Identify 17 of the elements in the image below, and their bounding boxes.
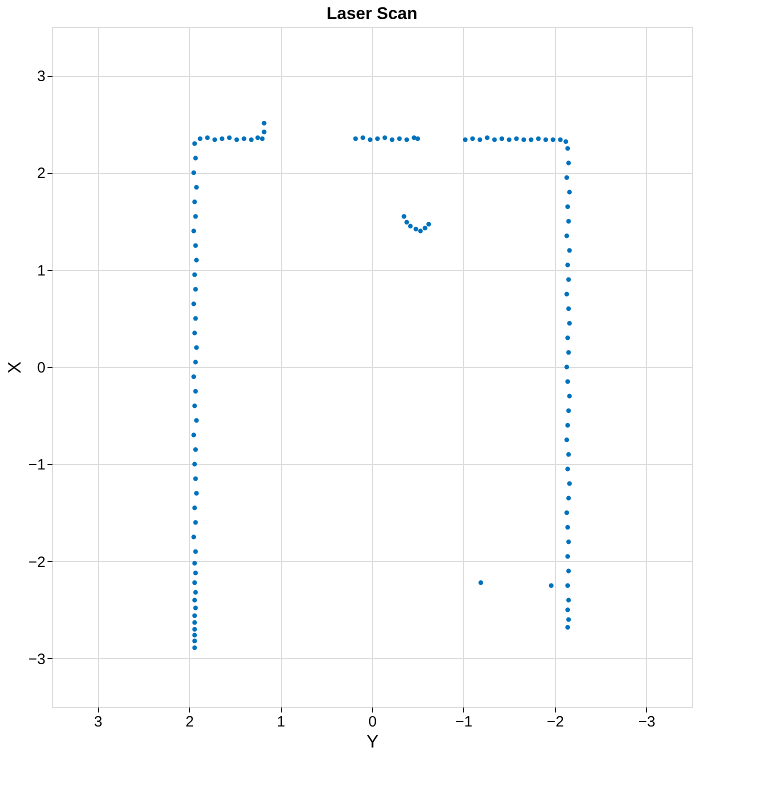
x-tick-label: −3 <box>638 714 656 730</box>
y-tick-label: 2 <box>37 165 46 182</box>
x-tick-label: 1 <box>276 714 286 730</box>
x-axis-title: Y <box>366 732 379 752</box>
chart-title: Laser Scan <box>326 4 418 23</box>
x-tick-label: 0 <box>368 714 377 730</box>
x-tick-label: −1 <box>455 714 472 730</box>
y-tick-label: −2 <box>28 554 46 571</box>
x-tick-label: −2 <box>546 714 564 730</box>
y-axis-title: X <box>4 361 24 374</box>
x-tick-label: 3 <box>94 714 102 730</box>
y-tick-label: −1 <box>28 456 46 474</box>
y-tick-label: 3 <box>37 68 46 86</box>
y-tick-label: −3 <box>28 650 46 668</box>
y-tick-label: 0 <box>37 360 46 376</box>
y-tick-label: 1 <box>37 262 46 280</box>
x-tick-label: 2 <box>185 714 194 730</box>
